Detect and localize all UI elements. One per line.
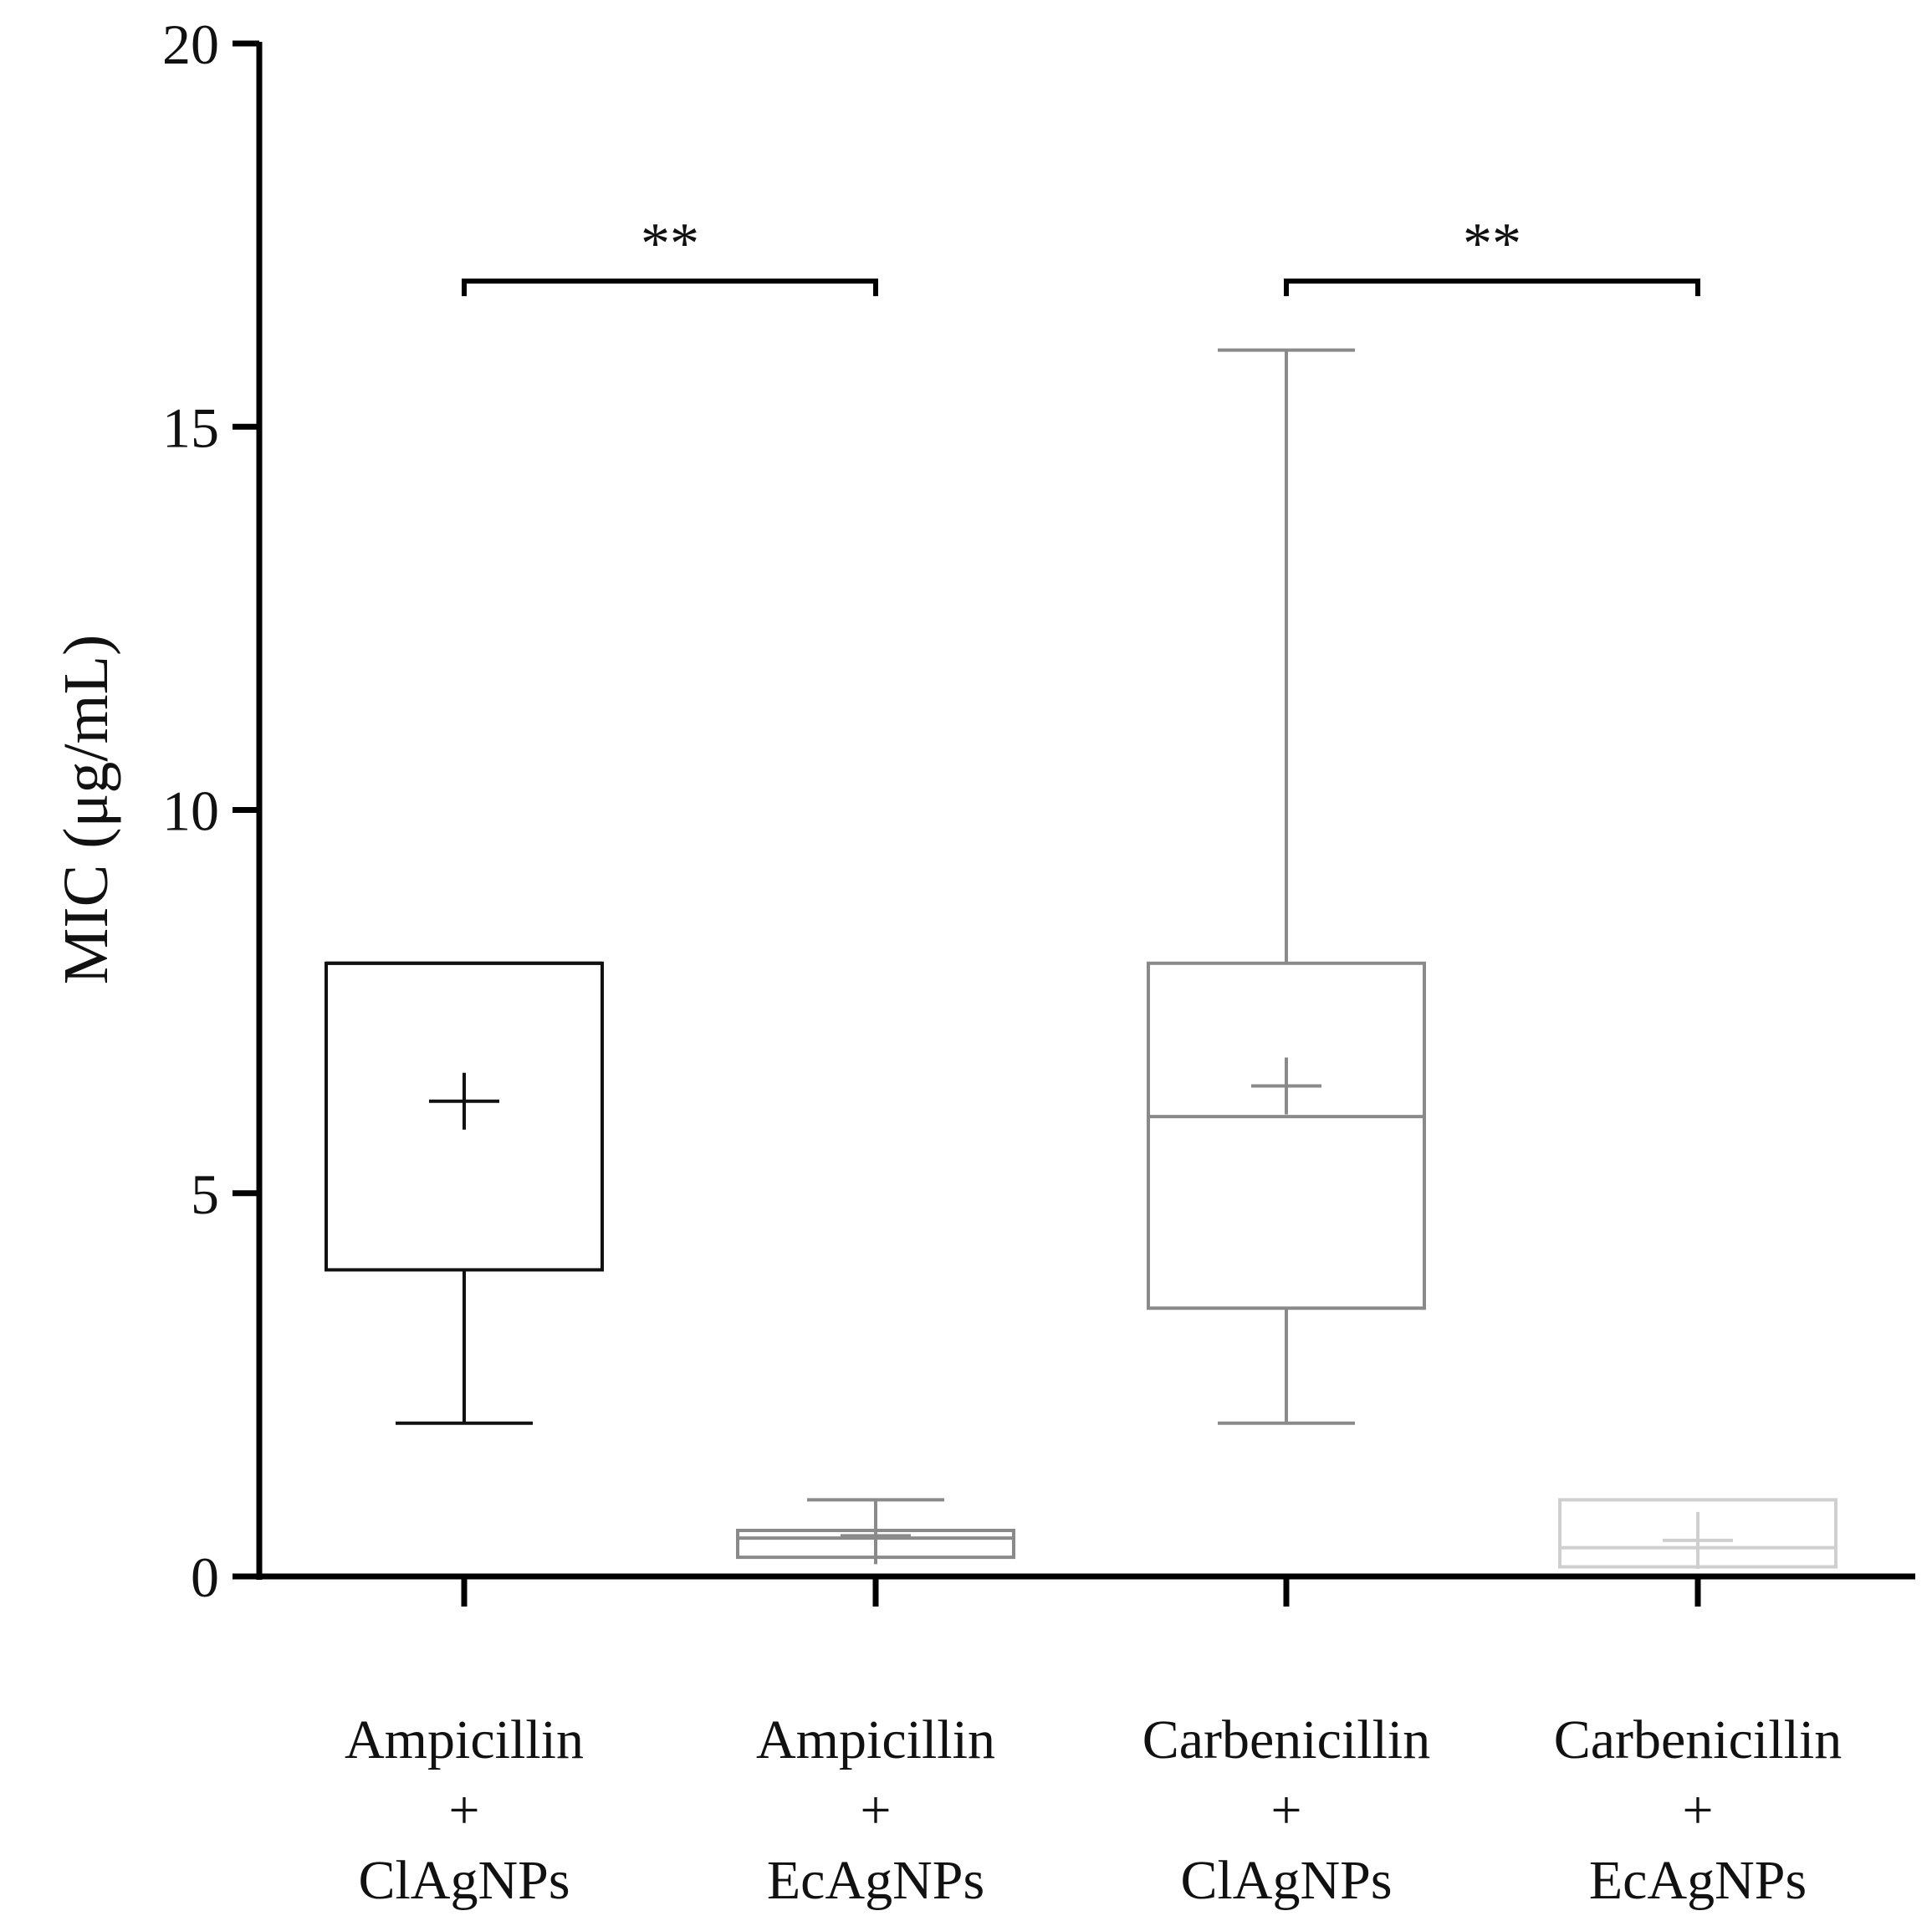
y-tick-label: 5 [191,1162,219,1226]
significance-label: ** [641,212,699,276]
x-category-label: Ampicillin [756,1709,995,1770]
x-category-label: Carbenicillin [1142,1709,1431,1770]
x-category-label: Ampicillin [345,1709,584,1770]
significance-bracket [462,278,878,297]
x-category-label: ClAgNPs [358,1850,570,1911]
x-category-label: ClAgNPs [1180,1850,1392,1911]
x-category-label: EcAgNPs [767,1850,984,1911]
box-iqr [1147,961,1426,1310]
y-tick-label: 0 [191,1545,219,1609]
significance-bracket [1284,278,1700,297]
x-category-label: + [860,1780,891,1841]
y-tick-label: 15 [162,396,219,459]
x-category-label: + [1270,1780,1301,1841]
significance-label: ** [1463,212,1521,276]
x-category-label: + [448,1780,479,1841]
x-category-label: EcAgNPs [1589,1850,1807,1911]
y-tick-label: 10 [162,779,219,843]
x-category-label: + [1682,1780,1713,1841]
y-tick-label: 20 [162,13,219,76]
x-category-label: Carbenicillin [1554,1709,1843,1770]
y-axis-title: MIC (μg/mL) [51,635,121,985]
